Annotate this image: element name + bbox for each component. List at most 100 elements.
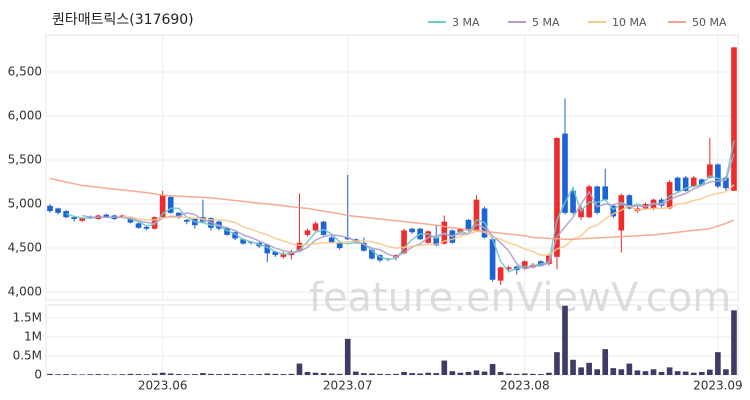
- volume-bar: [119, 374, 126, 375]
- volume-bar: [175, 374, 182, 375]
- candle-body: [602, 186, 609, 200]
- volume-bar: [296, 363, 303, 375]
- candle-body: [698, 179, 705, 185]
- candle-body: [723, 177, 729, 189]
- volume-bar: [272, 373, 279, 375]
- y-tick-label: 5,500: [8, 153, 42, 167]
- candle-body: [594, 186, 601, 213]
- candle-body: [280, 254, 287, 257]
- candle-body: [505, 267, 512, 270]
- volume-bar: [666, 367, 673, 375]
- chart-title: 퀀타매트릭스(317690): [52, 12, 194, 28]
- candle-body: [312, 223, 319, 231]
- volume-bar: [183, 374, 190, 375]
- y-tick-label: 6,000: [8, 108, 42, 122]
- volume-bar: [288, 373, 295, 375]
- volume-bar: [441, 360, 448, 375]
- candle-body: [167, 196, 174, 213]
- volume-bar: [79, 374, 86, 375]
- volume-bar: [682, 371, 689, 375]
- candle-body: [369, 249, 375, 259]
- candle-body: [674, 177, 681, 191]
- x-tick-label: 2023.09: [693, 379, 743, 393]
- x-tick-label: 2023.08: [500, 379, 550, 393]
- candle-body: [79, 218, 86, 221]
- volume-bar: [256, 374, 263, 375]
- candle-body: [344, 237, 351, 240]
- y-tick-label: 6,500: [8, 64, 42, 78]
- y-tick-label: 1M: [24, 329, 42, 343]
- volume-bar: [570, 359, 576, 375]
- watermark: feature.enViewV.com: [309, 275, 731, 321]
- volume-bar: [417, 373, 423, 375]
- volume-bar: [304, 371, 311, 375]
- candle-body: [578, 208, 584, 218]
- volume-bar: [352, 371, 359, 375]
- volume-bar: [513, 373, 520, 375]
- legend-label: 10 MA: [612, 16, 647, 29]
- volume-bar: [344, 338, 351, 375]
- volume-bar: [610, 368, 617, 375]
- volume-bar: [393, 373, 399, 375]
- volume-bar: [361, 373, 367, 375]
- legend-label: 5 MA: [532, 16, 560, 29]
- candle-body: [682, 177, 689, 191]
- volume-bar: [650, 369, 657, 375]
- volume-bar: [723, 369, 729, 375]
- candle-body: [618, 195, 625, 231]
- volume-bar: [457, 372, 464, 375]
- candle-body: [296, 242, 303, 251]
- volume-bar: [377, 373, 383, 375]
- volume-bar: [618, 369, 625, 375]
- volume-bar: [95, 374, 102, 375]
- volume-bar: [578, 367, 584, 375]
- candle-body: [264, 244, 271, 254]
- volume-bar: [529, 373, 536, 375]
- y-tick-label: 0: [34, 368, 42, 382]
- candle-body: [457, 228, 464, 233]
- volume-bar: [312, 372, 319, 375]
- candle-body: [562, 133, 568, 213]
- volume-bar: [47, 373, 53, 375]
- volume-bar: [586, 362, 592, 375]
- candle-body: [690, 177, 697, 187]
- volume-bar: [554, 352, 560, 375]
- volume-panel: [45, 304, 739, 376]
- volume-bar: [159, 372, 166, 375]
- volume-bar: [707, 369, 713, 375]
- volume-bar: [481, 371, 488, 375]
- candle-body: [135, 223, 142, 228]
- volume-bar: [658, 371, 665, 375]
- volume-bar: [232, 373, 238, 375]
- volume-bar: [715, 352, 721, 375]
- candle-body: [473, 199, 480, 231]
- candle-body: [159, 195, 166, 218]
- candle-body: [336, 242, 343, 249]
- candle-body: [304, 230, 311, 235]
- volume-bar: [698, 371, 705, 375]
- volume-bar: [87, 374, 94, 375]
- y-tick-label: 0.5M: [13, 348, 42, 362]
- volume-bar: [401, 371, 407, 375]
- volume-bar: [369, 373, 375, 375]
- candle-body: [320, 221, 327, 235]
- candle-body: [240, 239, 246, 244]
- volume-bar: [135, 374, 142, 375]
- volume-bar: [449, 371, 456, 375]
- volume-bar: [489, 363, 496, 375]
- y-tick-label: 1.5M: [13, 310, 42, 324]
- candle-body: [409, 228, 415, 233]
- candle-body: [71, 217, 77, 220]
- candle-body: [707, 164, 713, 178]
- volume-bar: [224, 373, 230, 375]
- candle-body: [521, 261, 528, 269]
- candle-body: [232, 232, 238, 239]
- candle-body: [377, 255, 383, 261]
- candle-body: [731, 47, 737, 191]
- ma-line: [122, 184, 735, 256]
- volume-bar: [497, 371, 504, 375]
- volume-bar: [505, 373, 512, 375]
- candle-body: [127, 217, 134, 223]
- volume-bar: [208, 373, 214, 375]
